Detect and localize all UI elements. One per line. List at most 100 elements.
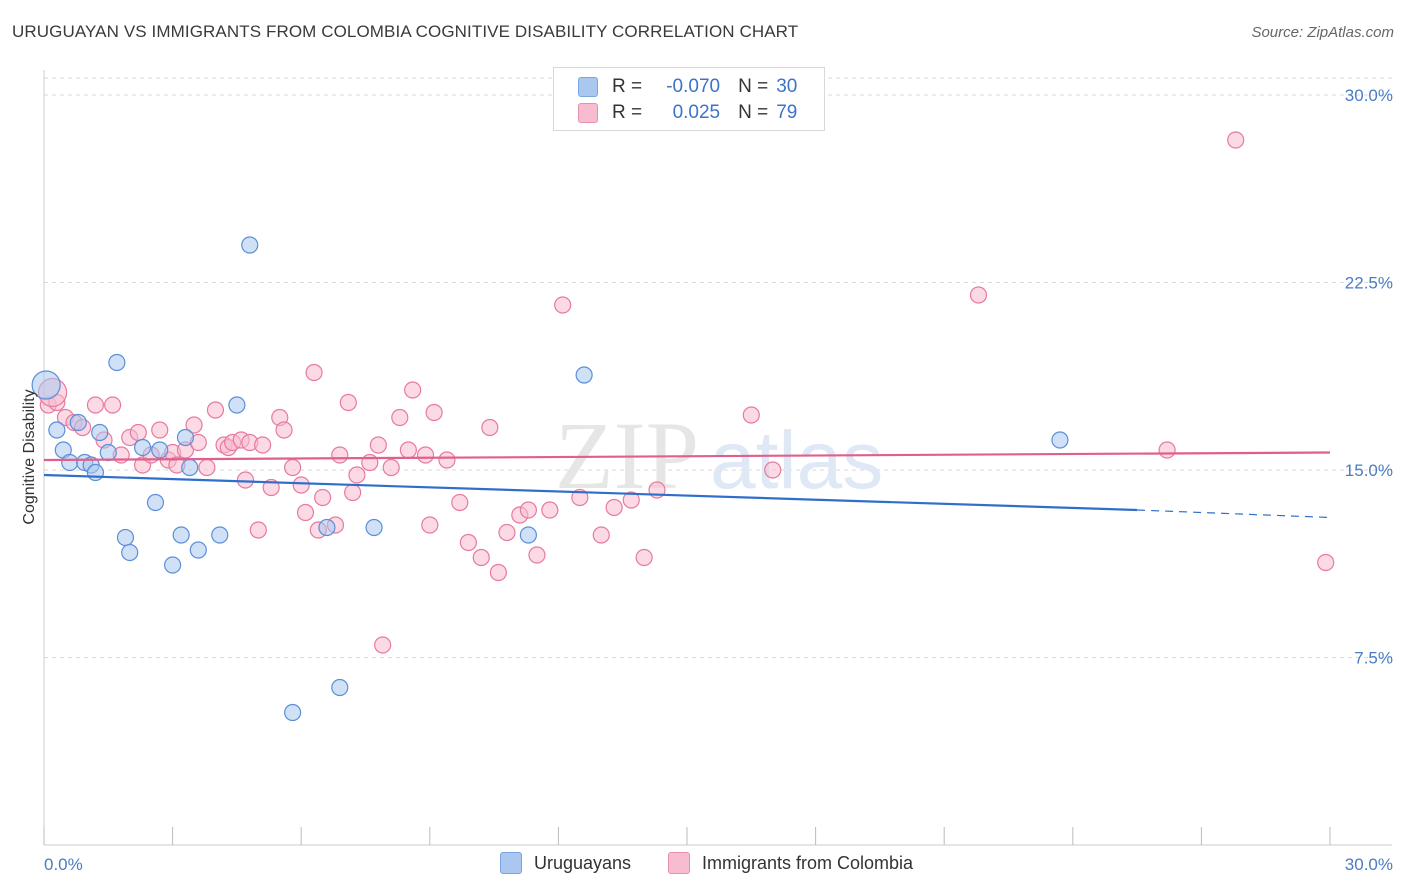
x-tick-label: 0.0% [44, 855, 83, 874]
data-point [116, 528, 135, 547]
trend-line [43, 473, 1138, 512]
data-point [185, 416, 203, 434]
legend-n-label: N = [738, 102, 769, 123]
data-point [121, 543, 139, 562]
data-point [425, 403, 443, 422]
y-tick-label: 30.0% [1345, 86, 1393, 105]
data-point [1317, 553, 1335, 572]
data-point [969, 286, 988, 304]
data-point [635, 548, 653, 567]
data-point [146, 493, 165, 512]
data-point [284, 703, 302, 722]
data-point [498, 523, 516, 542]
data-point [365, 518, 383, 537]
data-point [172, 526, 190, 544]
data-point [459, 533, 477, 552]
data-point [103, 396, 122, 414]
data-point [275, 421, 293, 439]
data-point [284, 458, 302, 477]
data-point [391, 408, 409, 427]
data-point [344, 483, 362, 502]
legend-label-uruguayans: Uruguayans [534, 852, 632, 873]
trend-line-extension [1137, 509, 1331, 519]
data-point [133, 438, 152, 457]
data-point [1158, 441, 1176, 459]
data-point [622, 491, 640, 509]
legend-n-value: 30 [776, 76, 798, 97]
data-point [164, 556, 182, 574]
data-point [61, 453, 79, 472]
data-point [206, 401, 225, 419]
data-point [1051, 431, 1069, 449]
data-point [348, 466, 366, 484]
data-point [254, 436, 272, 454]
data-point [519, 526, 537, 544]
data-point [296, 503, 315, 522]
trend-lines [43, 451, 1331, 519]
y-tick-label: 22.5% [1345, 274, 1393, 293]
data-point [91, 423, 109, 442]
data-point [404, 381, 422, 399]
data-point [369, 436, 387, 454]
series-legend: Uruguayans Immigrants from Colombia [0, 852, 1406, 876]
legend-swatch-uruguayans [578, 77, 598, 97]
data-point [31, 370, 61, 400]
legend-swatch-colombia [578, 103, 598, 123]
data-point [314, 488, 332, 507]
data-point [489, 563, 507, 582]
data-point [481, 418, 499, 437]
data-point [331, 446, 349, 464]
data-point [742, 406, 760, 424]
data-point [764, 461, 782, 479]
data-point [361, 453, 379, 472]
data-point [181, 458, 199, 477]
data-point [151, 441, 169, 459]
axes [43, 70, 1392, 846]
data-point [211, 526, 229, 544]
trend-line [43, 451, 1331, 462]
tick-labels: 7.5% 15.0% 22.5% 30.0% 0.0% 30.0% [44, 86, 1393, 874]
legend-item-colombia[interactable]: Immigrants from Colombia [668, 852, 913, 874]
data-point [374, 636, 392, 654]
data-point [198, 458, 216, 477]
data-point [472, 548, 490, 567]
data-point [1227, 131, 1245, 149]
data-point [318, 518, 336, 537]
legend-item-uruguayans[interactable]: Uruguayans [500, 852, 631, 874]
y-tick-label: 15.0% [1345, 461, 1393, 480]
data-point [382, 458, 400, 477]
legend-n-value: 79 [776, 102, 798, 123]
legend-swatch-colombia [668, 852, 690, 874]
data-point [605, 498, 623, 517]
data-point [189, 541, 207, 559]
data-point [528, 546, 546, 564]
data-point [236, 471, 255, 489]
y-tick-label: 7.5% [1354, 649, 1393, 668]
data-point [339, 393, 357, 412]
data-point [438, 451, 456, 469]
data-point [48, 421, 66, 439]
data-point [451, 493, 469, 512]
data-point [86, 396, 105, 414]
data-point [571, 488, 589, 507]
data-point [575, 366, 593, 384]
legend-row-colombia: R = 0.025 N = 79 [578, 100, 797, 126]
stats-legend: R = -0.070 N = 30 R = 0.025 N = 79 [553, 67, 825, 131]
legend-n-label: N = [738, 76, 769, 97]
data-point [129, 423, 147, 442]
legend-swatch-uruguayans [500, 852, 522, 874]
data-point [416, 446, 435, 464]
data-point [176, 428, 195, 447]
legend-r-label: R = [612, 102, 643, 123]
data-point [241, 236, 259, 254]
x-tick-label: 30.0% [1345, 855, 1393, 874]
data-point [228, 396, 246, 414]
legend-r-label: R = [612, 76, 643, 97]
grid-lines [44, 77, 1392, 658]
data-point [519, 501, 537, 519]
watermark-atlas: atlas [710, 415, 883, 506]
legend-r-value: 0.025 [672, 102, 721, 123]
data-points [31, 131, 1335, 722]
source-label: Source: ZipAtlas.com [1251, 24, 1394, 41]
